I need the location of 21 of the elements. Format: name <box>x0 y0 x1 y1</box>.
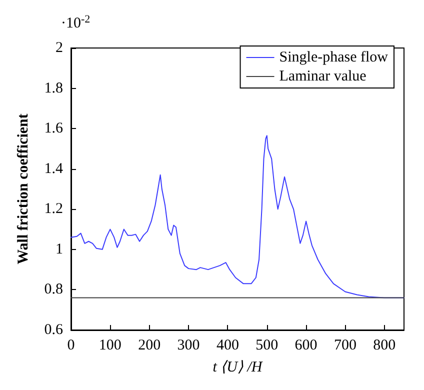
x-tick-label: 800 <box>373 338 396 354</box>
y-axis-title: Wall friction coefficient <box>16 114 32 264</box>
x-tick-label: 500 <box>256 338 278 354</box>
y-tick-label: 1.8 <box>44 80 63 96</box>
x-axis-title: t ⟨U⟩ /H <box>212 360 264 376</box>
x-tick-label: 400 <box>216 338 239 354</box>
y-tick-label: 1 <box>56 241 63 258</box>
y-tick-label: 0.6 <box>44 322 64 338</box>
x-tick-label: 700 <box>334 338 356 354</box>
legend-label: Laminar value <box>279 68 367 84</box>
x-tick-label: 0 <box>67 338 75 354</box>
x-tick-label: 600 <box>294 338 318 354</box>
y-tick-label: 0.8 <box>44 282 63 298</box>
y-tick-label: 1.6 <box>44 120 64 137</box>
legend-label: Single-phase flow <box>279 50 388 66</box>
y-tick-label: 1.2 <box>44 201 63 218</box>
x-tick-label: 300 <box>177 338 200 354</box>
x-tick-label: 100 <box>98 338 122 354</box>
y-tick-label: 1.4 <box>44 160 64 177</box>
x-tick-label: 200 <box>138 338 161 354</box>
y-tick-label: 2 <box>56 40 63 56</box>
